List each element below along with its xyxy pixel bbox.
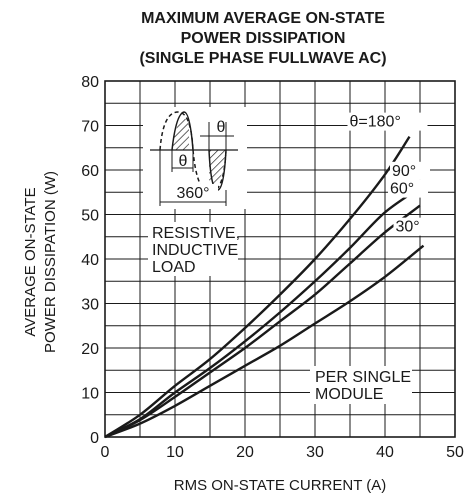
- waveform-hatched-negative: [209, 150, 226, 184]
- y-axis-label-line-1: AVERAGE ON-STATE: [22, 187, 39, 336]
- y-tick-label: 0: [90, 430, 99, 447]
- y-axis-label: AVERAGE ON-STATE POWER DISSIPATION (W): [22, 171, 59, 353]
- y-tick-label: 60: [81, 163, 99, 180]
- plot-frame: [104, 80, 456, 438]
- x-tick-label: 0: [101, 444, 110, 461]
- waveform-period-label: 360°: [176, 185, 209, 202]
- waveform-inset: θ θ 360°: [143, 107, 247, 209]
- series-label-background: [388, 179, 428, 198]
- y-tick-label: 30: [81, 297, 99, 314]
- x-tick-label: 30: [306, 444, 324, 461]
- x-axis-label: RMS ON-STATE CURRENT (A): [174, 477, 387, 494]
- waveform-theta-lower: θ: [179, 153, 188, 170]
- series-label-background: [393, 217, 434, 236]
- period-label-background: [168, 184, 218, 200]
- y-axis-ticks: 0 10 20 30 40 50 60 70 80: [81, 74, 99, 447]
- series-label-background: [347, 112, 428, 131]
- series-line: [104, 135, 411, 439]
- y-tick-label: 20: [81, 341, 99, 358]
- load-line-3: LOAD: [152, 259, 196, 276]
- waveform-hatched-positive: [172, 118, 189, 150]
- load-line-2: INDUCTIVE: [152, 242, 238, 259]
- x-tick-label: 10: [166, 444, 184, 461]
- y-tick-label: 50: [81, 208, 99, 225]
- load-line-1: RESISTIVE,: [152, 225, 240, 242]
- waveform-solid-positive: [171, 111, 194, 151]
- chart-title-line-3: (SINGLE PHASE FULLWAVE AC): [139, 50, 386, 67]
- series-label: 30°: [396, 219, 420, 236]
- y-axis-label-line-2: POWER DISSIPATION (W): [42, 171, 59, 353]
- series-curves: [104, 135, 425, 439]
- load-annotation-background: [148, 222, 238, 276]
- series-line: [104, 186, 421, 439]
- series-label: 60°: [390, 181, 414, 198]
- series-labels: θ=180° 90°60° 30°: [347, 112, 434, 236]
- y-tick-label: 80: [81, 74, 99, 91]
- series-label: 90°: [392, 163, 416, 180]
- series-label: θ=180°: [350, 114, 401, 131]
- module-annotation-background: [310, 366, 412, 404]
- x-tick-label: 20: [236, 444, 254, 461]
- waveform-theta-upper: θ: [217, 119, 226, 136]
- y-tick-label: 10: [81, 386, 99, 403]
- series-line: [104, 244, 425, 439]
- chart-title-line-1: MAXIMUM AVERAGE ON-STATE: [141, 10, 385, 27]
- y-tick-label: 40: [81, 252, 99, 269]
- series-label-background: [390, 161, 430, 180]
- module-line-1: PER SINGLE: [315, 369, 411, 386]
- module-annotation: PER SINGLE MODULE: [310, 366, 412, 404]
- series-line: [104, 204, 421, 439]
- chart-title: MAXIMUM AVERAGE ON-STATE POWER DISSIPATI…: [139, 10, 386, 67]
- chart-title-line-2: POWER DISSIPATION: [181, 30, 346, 47]
- module-line-2: MODULE: [315, 386, 383, 403]
- y-tick-label: 70: [81, 119, 99, 136]
- x-tick-label: 40: [376, 444, 394, 461]
- load-annotation: RESISTIVE, INDUCTIVE LOAD: [148, 222, 240, 276]
- x-tick-label: 50: [446, 444, 464, 461]
- x-axis-ticks: 0 10 20 30 40 50: [101, 444, 464, 461]
